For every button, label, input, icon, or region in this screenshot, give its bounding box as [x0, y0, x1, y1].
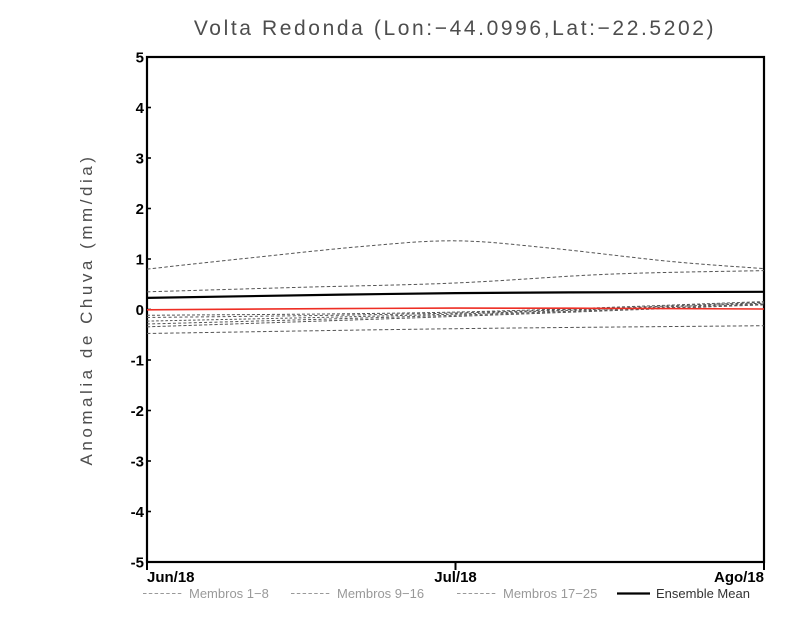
svg-text:1: 1	[136, 252, 144, 269]
svg-text:5: 5	[136, 50, 144, 67]
svg-text:Anomalia de Chuva (mm/dia): Anomalia de Chuva (mm/dia)	[77, 154, 96, 466]
svg-text:Ago/18: Ago/18	[714, 569, 764, 586]
svg-text:-5: -5	[131, 555, 144, 572]
svg-text:Membros 17−25: Membros 17−25	[503, 586, 597, 601]
svg-text:Ensemble Mean: Ensemble Mean	[656, 586, 750, 601]
svg-text:-4: -4	[131, 504, 145, 521]
svg-text:Jul/18: Jul/18	[434, 569, 477, 586]
svg-text:-1: -1	[131, 353, 144, 370]
svg-text:Membros 9−16: Membros 9−16	[337, 586, 424, 601]
svg-text:4: 4	[136, 100, 145, 117]
svg-text:-2: -2	[131, 403, 144, 420]
svg-text:0: 0	[136, 302, 144, 319]
svg-text:3: 3	[136, 151, 144, 168]
svg-text:2: 2	[136, 201, 144, 218]
svg-text:Volta Redonda (Lon:−44.0996,La: Volta Redonda (Lon:−44.0996,Lat:−22.5202…	[194, 17, 716, 40]
svg-text:-3: -3	[131, 454, 144, 471]
svg-text:Membros 1−8: Membros 1−8	[189, 586, 269, 601]
svg-text:Jun/18: Jun/18	[147, 569, 195, 586]
